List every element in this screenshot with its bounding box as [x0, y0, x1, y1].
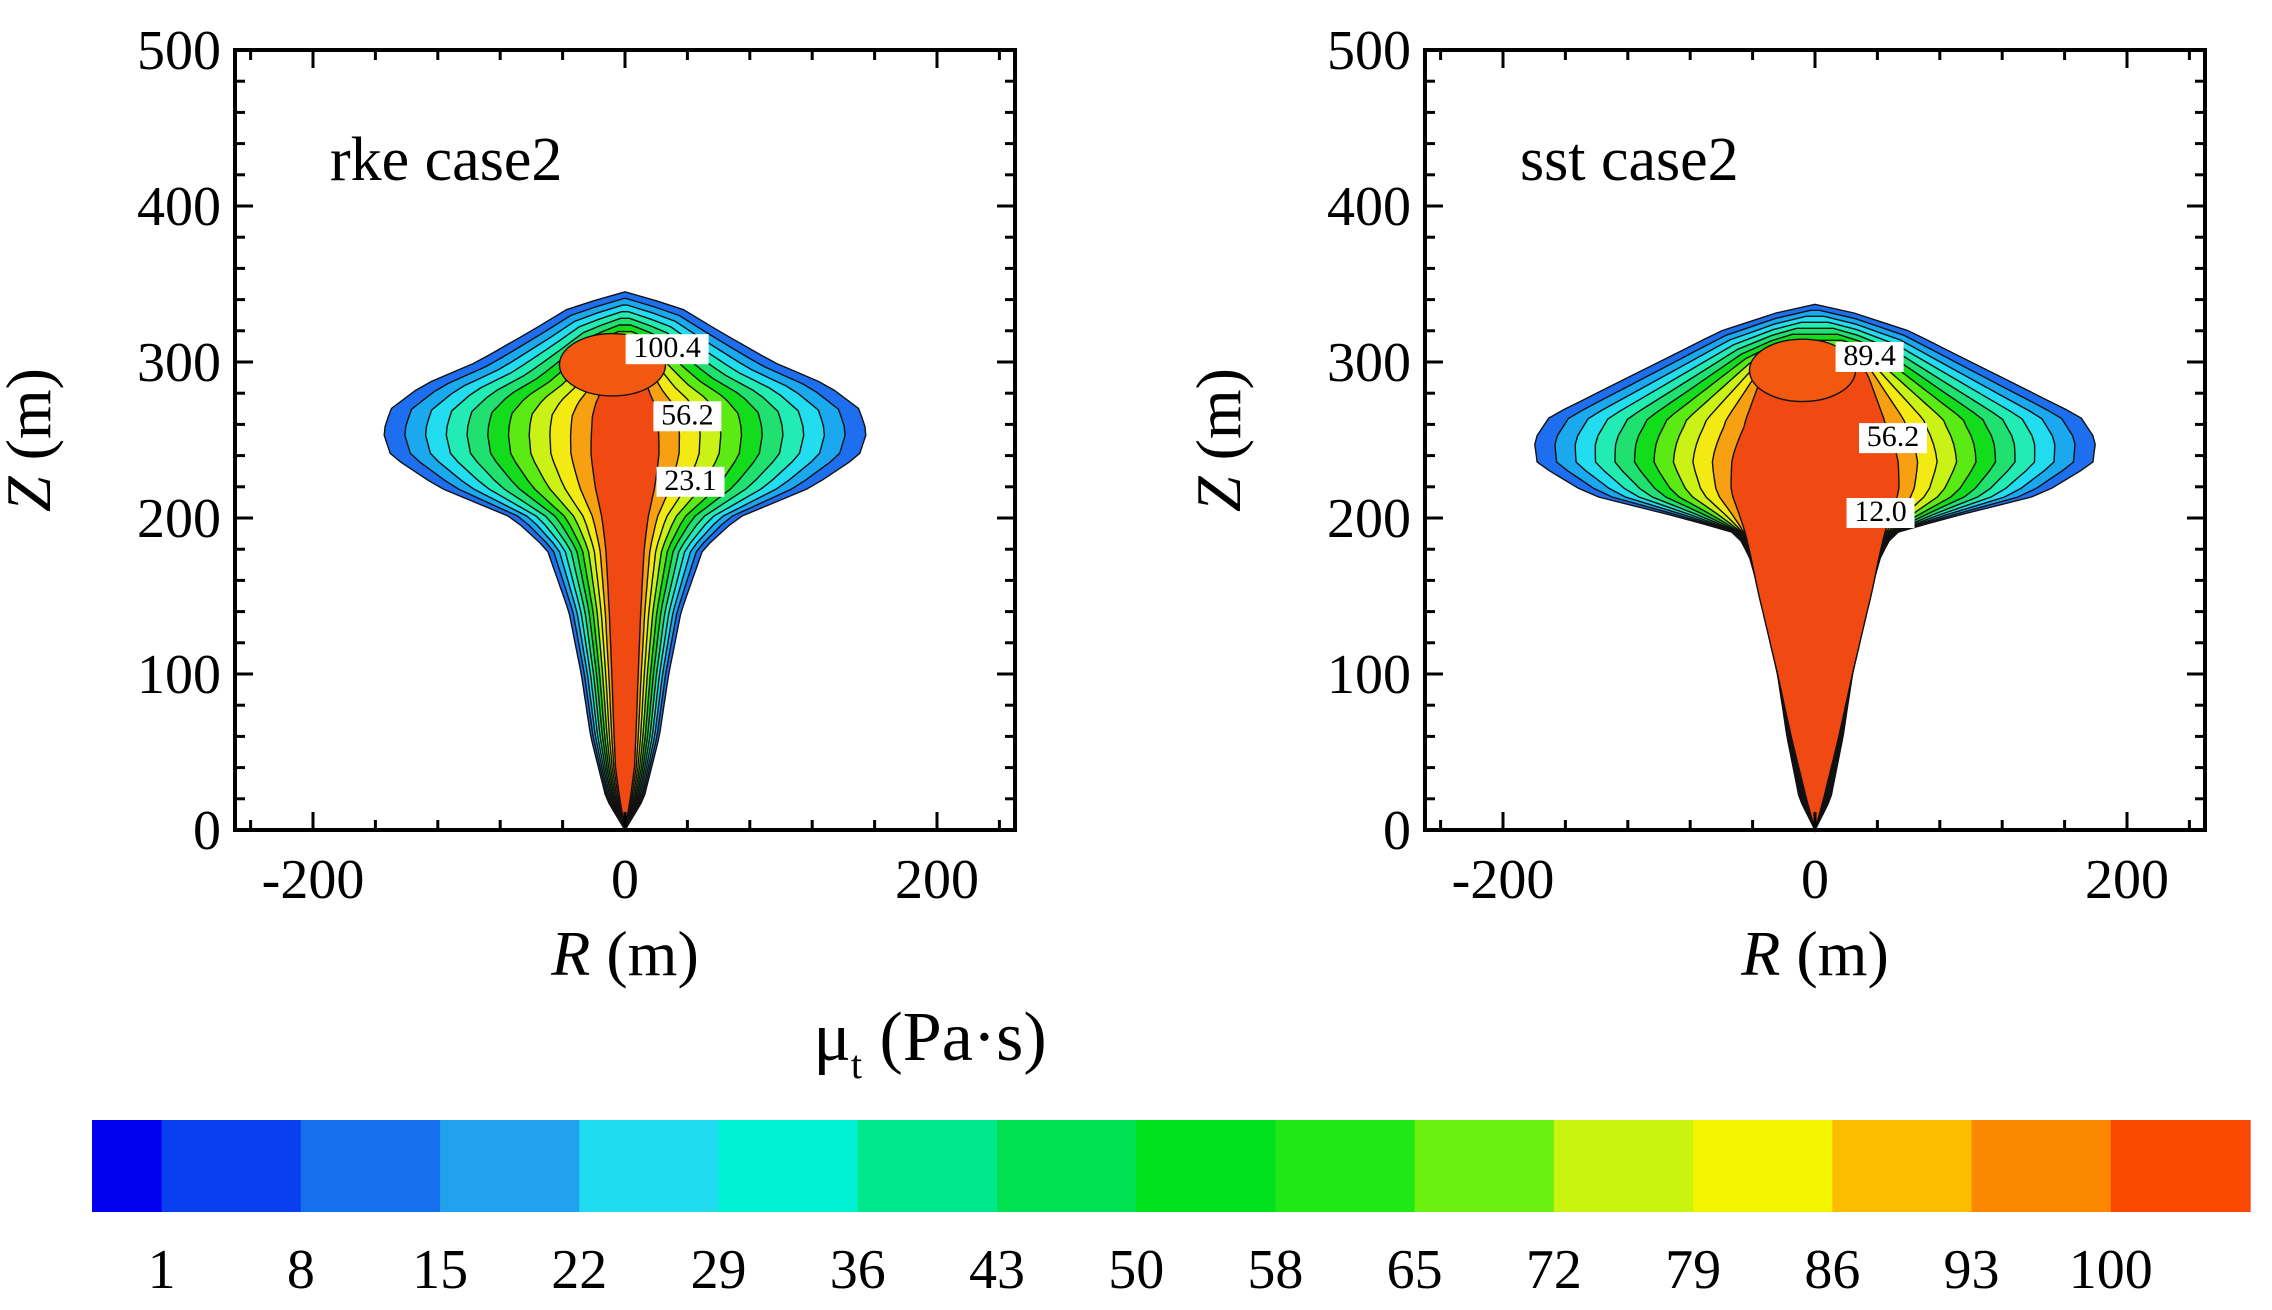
colorbar-title: μt (Pa·s): [813, 999, 1046, 1087]
colorbar-title-subscript: t: [851, 1042, 862, 1087]
contour-label-bg: [1835, 342, 1904, 372]
colorbar-tick-label: 65: [1387, 1239, 1443, 1301]
y-tick-label: 500: [137, 20, 221, 82]
y-axis-label-rke: Z (m): [0, 368, 64, 512]
x-axis-label-sst: R (m): [1740, 918, 1889, 989]
x-tick-label: -200: [262, 849, 365, 911]
colorbar-swatch: [1553, 1120, 1694, 1212]
contour-label: 23.1: [664, 464, 717, 497]
y-tick-label: 400: [1327, 176, 1411, 238]
colorbar-swatch: [161, 1120, 302, 1212]
colorbar-tick-label: 100: [2069, 1239, 2153, 1301]
colorbar-tick-label: 72: [1526, 1239, 1582, 1301]
plot-title-sst: sst case2: [1520, 126, 1739, 194]
contour-label: 89.4: [1843, 339, 1896, 372]
contour-label: 56.2: [661, 398, 714, 431]
colorbar-swatch: [1414, 1120, 1555, 1212]
x-tick-label: 0: [1801, 849, 1829, 911]
colorbar-swatch: [996, 1120, 1137, 1212]
y-axis-unit: (m): [1183, 368, 1254, 476]
colorbar-swatch: [440, 1120, 580, 1212]
contour-label: 100.4: [633, 331, 701, 364]
panel-sst-case2: 89.4 56.2 12.0 -200 0 200 0 100 200 300 400 500 ss…: [1183, 20, 2207, 989]
y-tick-label: 500: [1327, 20, 1411, 82]
x-axis-symbol: R: [550, 918, 590, 989]
y-tick-label: 0: [193, 800, 221, 862]
x-tick-label: 0: [611, 849, 639, 911]
colorbar-tick-label: 50: [1108, 1239, 1164, 1301]
panel-rke-case2: 100.4 56.2 23.1 -200 0 200 0 100 200 300 400 500 r…: [0, 20, 1017, 989]
colorbar: μt (Pa·s) 1 8 15 22 29 36 43 50 58 65 72 79 86 93 100: [92, 999, 2251, 1301]
x-tick-label: 200: [895, 849, 979, 911]
axis-ticks-rke: -200 0 200 0 100 200 300 400 500: [137, 20, 1015, 911]
colorbar-swatch: [1275, 1120, 1416, 1212]
colorbar-tick-label: 29: [691, 1239, 747, 1301]
colorbar-swatch: [1832, 1120, 1973, 1212]
x-axis-label-rke: R (m): [550, 918, 699, 989]
colorbar-swatch: [2250, 1120, 2251, 1212]
colorbar-title-symbol: μ: [813, 999, 851, 1076]
colorbar-swatch: [857, 1120, 998, 1212]
contour-label-bg: [625, 334, 709, 365]
contour-label-bg: [1846, 498, 1915, 528]
colorbar-swatch: [1693, 1120, 1833, 1212]
axis-ticks-sst: -200 0 200 0 100 200 300 400 500: [1327, 20, 2205, 911]
colorbar-swatch: [579, 1120, 720, 1212]
colorbar-tick-label: 22: [551, 1239, 607, 1301]
colorbar-tick-label: 15: [412, 1239, 468, 1301]
colorbar-tick-label: 8: [287, 1239, 315, 1301]
colorbar-tick-label: 1: [148, 1239, 176, 1301]
contour-labels-rke: 100.4 56.2 23.1: [625, 331, 725, 497]
colorbar-swatch: [1136, 1120, 1276, 1212]
contour-plot-rke: [383, 291, 867, 833]
y-tick-label: 300: [137, 332, 221, 394]
y-tick-label: 0: [1383, 800, 1411, 862]
x-tick-label: 200: [2085, 849, 2169, 911]
y-tick-label: 100: [1327, 644, 1411, 706]
contour-labels-sst: 89.4 56.2 12.0: [1835, 339, 1927, 528]
colorbar-swatch: [300, 1120, 441, 1212]
colorbar-tick-labels: 1 8 15 22 29 36 43 50 58 65 72 79 86 93 100: [148, 1239, 2153, 1301]
colorbar-swatch: [718, 1120, 859, 1212]
colorbar-tick-label: 58: [1247, 1239, 1303, 1301]
plot-title-rke: rke case2: [330, 126, 562, 194]
colorbar-tick-label: 43: [969, 1239, 1025, 1301]
y-tick-label: 200: [137, 488, 221, 550]
colorbar-swatch: [1971, 1120, 2112, 1212]
contour-label: 12.0: [1854, 495, 1907, 528]
contour-label: 56.2: [1867, 420, 1920, 453]
colorbar-swatches: [92, 1120, 2251, 1212]
contour-label-bg: [656, 466, 725, 497]
colorbar-tick-label: 86: [1804, 1239, 1860, 1301]
y-tick-label: 300: [1327, 332, 1411, 394]
colorbar-swatch: [2110, 1120, 2251, 1212]
colorbar-tick-label: 36: [830, 1239, 886, 1301]
y-axis-symbol: Z: [1183, 475, 1254, 512]
contour-plot-sst: [1534, 303, 2096, 833]
x-axis-symbol: R: [1740, 918, 1780, 989]
y-axis-label-sst: Z (m): [1183, 368, 1254, 512]
y-axis-symbol: Z: [0, 475, 64, 512]
colorbar-title-unit: (Pa·s): [862, 999, 1047, 1076]
y-tick-label: 400: [137, 176, 221, 238]
x-axis-unit: (m): [1780, 918, 1888, 989]
colorbar-tick-label: 79: [1665, 1239, 1721, 1301]
y-tick-label: 100: [137, 644, 221, 706]
colorbar-tick-label: 93: [1944, 1239, 2000, 1301]
contour-label-bg: [653, 401, 722, 432]
y-tick-label: 200: [1327, 488, 1411, 550]
colorbar-swatch: [92, 1120, 163, 1212]
contour-label-bg: [1859, 423, 1927, 454]
x-axis-unit: (m): [590, 918, 698, 989]
y-axis-unit: (m): [0, 368, 64, 476]
x-tick-label: -200: [1452, 849, 1555, 911]
